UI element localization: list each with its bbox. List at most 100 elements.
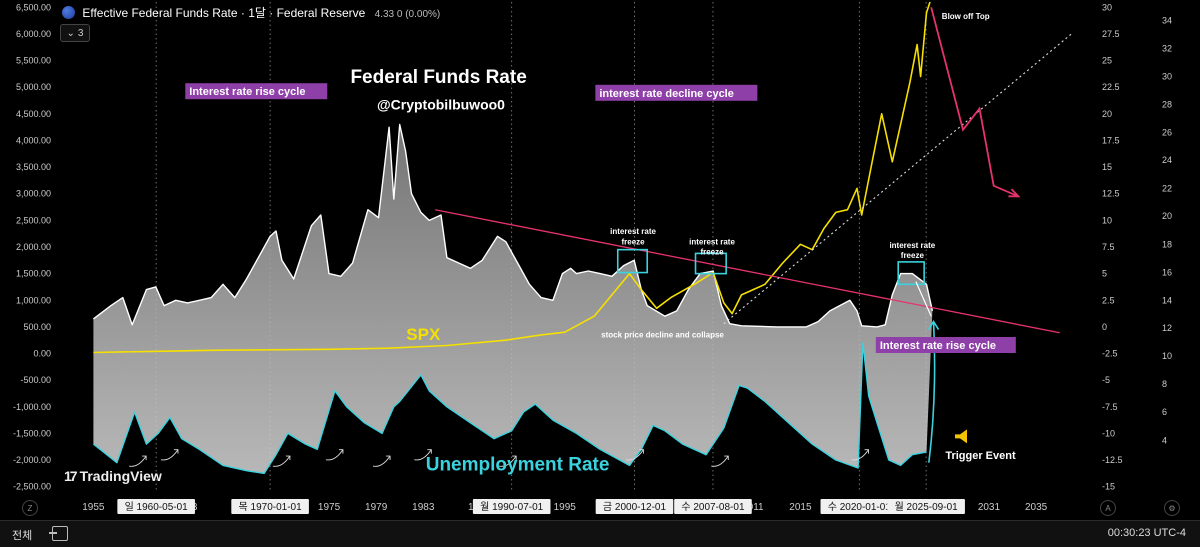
fed-funds-fill xyxy=(93,124,933,474)
date-marker-label: 목 1970-01-01 xyxy=(239,501,303,513)
right-tick-label-1: 20 xyxy=(1102,109,1112,119)
right-tick-label-2: 14 xyxy=(1162,295,1172,305)
unemployment-line xyxy=(92,342,927,475)
freeze-label-3: interest rate xyxy=(889,241,935,250)
right-tick-label-1: 5 xyxy=(1102,269,1107,279)
left-tick-label: 2,500.00 xyxy=(16,215,51,225)
recovery-curve-3 xyxy=(325,449,344,461)
megaphone-icon xyxy=(955,429,968,444)
series-layer xyxy=(92,1,934,475)
freeze-label-1-b: freeze xyxy=(622,237,646,246)
left-tick-label: -500.00 xyxy=(20,375,51,385)
recovery-curve-9 xyxy=(851,449,869,461)
right-tick-label-2: 34 xyxy=(1162,16,1172,26)
right-tick-label-1: -15 xyxy=(1102,482,1115,492)
date-marker-label: 일 1960-05-01 xyxy=(125,501,189,513)
recovery-curve-7 xyxy=(626,449,644,461)
auto-scale-button[interactable]: A xyxy=(1100,500,1116,516)
recovery-curve-5 xyxy=(414,449,432,461)
clock-readout[interactable]: 00:30:23 UTC-4 xyxy=(1107,527,1186,539)
projection-arrow-head xyxy=(1008,188,1021,198)
left-tick-label: 1,500.00 xyxy=(16,269,51,279)
recovery-curve-0 xyxy=(129,455,147,467)
recovery-curve-head-1 xyxy=(173,449,179,454)
right-tick-label-1: -12.5 xyxy=(1102,455,1123,465)
recovery-curve-head-3 xyxy=(338,449,344,454)
us-flag-icon xyxy=(62,6,75,19)
date-marker-label: 월 1990-07-01 xyxy=(480,501,544,513)
right-tick-label-1: 10 xyxy=(1102,215,1112,225)
calendar-icon[interactable] xyxy=(49,526,68,541)
bottom-bar: 전체 00:30:23 UTC-4 xyxy=(0,520,1200,547)
annotation-layer: Interest rate rise cycle interest rate de… xyxy=(185,12,1016,476)
date-marker-box-0 xyxy=(117,499,195,514)
right-tick-label-1: -2.5 xyxy=(1102,349,1118,359)
recovery-curve-4 xyxy=(372,455,391,467)
right-tick-label-2: 8 xyxy=(1162,379,1167,389)
left-tick-label: 4,500.00 xyxy=(16,109,51,119)
chart-title: Federal Funds Rate xyxy=(350,67,526,88)
settings-button[interactable]: ⚙ xyxy=(1164,500,1180,516)
x-tick-label-partial: 011 xyxy=(748,502,764,513)
right-tick-label-1: 2.5 xyxy=(1102,295,1115,305)
tradingview-watermark: 17 TradingView xyxy=(64,468,162,484)
right-tick-label-2: 24 xyxy=(1162,155,1172,165)
tradingview-label: TradingView xyxy=(79,468,162,484)
overlay-layer xyxy=(129,7,1072,467)
recovery-curve-head-0 xyxy=(142,455,147,461)
left-tick-label: 5,000.00 xyxy=(16,82,51,92)
left-tick-label: 3,500.00 xyxy=(16,162,51,172)
spx-support-dotted-line xyxy=(723,33,1072,325)
date-marker-label: 금 2000-12-01 xyxy=(603,501,667,513)
left-tick-label: -2,500.00 xyxy=(13,482,51,492)
declining-trend-line xyxy=(434,209,1060,334)
x-tick-label-partial: 1975 xyxy=(318,502,341,513)
right-tick-label-2: 26 xyxy=(1162,127,1172,137)
date-marker-box-2 xyxy=(472,499,551,514)
right-tick-label-1: 30 xyxy=(1102,2,1112,12)
right-tick-label-2: 10 xyxy=(1162,351,1172,361)
rate-drop-arrow xyxy=(915,281,932,317)
date-marker-box-6 xyxy=(887,499,965,514)
freeze-box-3 xyxy=(897,261,925,286)
left-tick-label: 1,000.00 xyxy=(16,295,51,305)
recovery-curve-head-4 xyxy=(386,455,391,461)
right-tick-label-1: 15 xyxy=(1102,162,1112,172)
date-marker-box-3 xyxy=(595,499,674,514)
left-tick-label: 6,500.00 xyxy=(16,2,51,12)
tradingview-logo-icon: 17 xyxy=(64,468,78,484)
freeze-box-1 xyxy=(616,248,649,274)
recovery-curve-head-8 xyxy=(724,455,729,461)
symbol-value: 4.33 0 (0.00%) xyxy=(374,9,441,20)
right-tick-label-2: 16 xyxy=(1162,268,1172,278)
right-tick-label-1: 27.5 xyxy=(1102,29,1120,39)
axis-settings-left-button[interactable]: Z xyxy=(22,500,38,516)
freeze-label-2-b: freeze xyxy=(700,247,724,256)
fed-funds-area xyxy=(93,124,933,474)
range-all-button[interactable]: 전체 xyxy=(12,530,33,542)
collapse-indicators-button[interactable]: ⌄ 3 xyxy=(60,24,90,42)
fed-funds-line xyxy=(92,123,934,328)
right-tick-label-1: 0 xyxy=(1102,322,1107,332)
recovery-curve-2 xyxy=(272,455,291,467)
date-marker-box-4 xyxy=(674,499,752,514)
symbol-title[interactable]: Effective Federal Funds Rate · 1달 · Fede… xyxy=(82,6,366,20)
stock-decline-label: stock price decline and collapse xyxy=(601,331,724,340)
freeze-box-2 xyxy=(694,252,727,275)
spx-label: SPX xyxy=(406,325,441,344)
right-tick-label-2: 4 xyxy=(1162,435,1167,445)
recovery-curve-head-2 xyxy=(285,455,291,461)
right-tick-label-1: -10 xyxy=(1102,428,1115,438)
right-tick-label-1: -7.5 xyxy=(1102,402,1118,412)
chart-subtitle: @Cryptobilbuwoo0 xyxy=(377,97,505,113)
right-tick-label-2: 32 xyxy=(1162,43,1172,53)
left-tick-label: 2,000.00 xyxy=(16,242,51,252)
recovery-curve-head-6 xyxy=(512,455,517,461)
date-marker-label: 월 2025-09-01 xyxy=(895,501,959,513)
left-tick-label: -1,000.00 xyxy=(13,402,51,412)
date-marker-label: 수 2020-01-01 xyxy=(828,501,892,513)
freeze-label-3-b: freeze xyxy=(901,251,925,260)
freeze-label-2: interest rate xyxy=(689,237,735,246)
recovery-curve-6 xyxy=(499,455,517,467)
